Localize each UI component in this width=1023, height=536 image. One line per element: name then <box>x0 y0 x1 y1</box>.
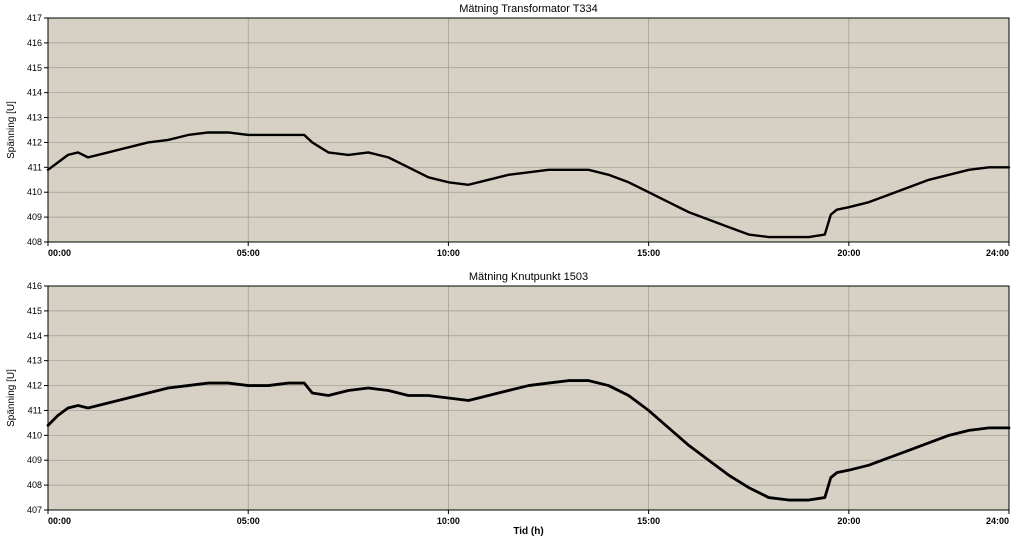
chart-panel-bottom: 407 408 409 410 411 412 413 414 415 416 00:00 05:00… <box>0 268 1023 536</box>
ytick-label: 409 <box>27 212 42 222</box>
xtick-label: 00:00 <box>48 248 71 258</box>
x-axis-label: Tid (h) <box>513 526 543 536</box>
ytick-label: 414 <box>27 331 42 341</box>
ytick-label: 412 <box>27 381 42 391</box>
ytick-label: 411 <box>28 162 42 172</box>
ytick-label: 408 <box>27 237 42 247</box>
chart-panel-top: 408 409 410 411 412 413 414 415 416 417 00:00 05:00… <box>0 0 1023 268</box>
xtick-label: 00:00 <box>48 516 71 526</box>
chart-title: Mätning Knutpunkt 1503 <box>469 271 588 283</box>
chart-svg-bottom: 407 408 409 410 411 412 413 414 415 416 00:00 05:00… <box>0 268 1023 536</box>
xtick-label: 15:00 <box>637 516 660 526</box>
plot-area <box>48 18 1009 242</box>
ytick-label: 415 <box>27 63 42 73</box>
xtick-label: 10:00 <box>437 248 460 258</box>
ytick-label: 408 <box>27 480 42 490</box>
xtick-label: 05:00 <box>237 248 260 258</box>
ytick-label: 407 <box>27 505 42 515</box>
ytick-label: 409 <box>27 455 42 465</box>
ytick-label: 417 <box>27 13 42 23</box>
chart-svg-top: 408 409 410 411 412 413 414 415 416 417 00:00 05:00… <box>0 0 1023 268</box>
y-axis-label: Spänning [U] <box>6 369 17 427</box>
chart-stack: 408 409 410 411 412 413 414 415 416 417 00:00 05:00… <box>0 0 1023 536</box>
ytick-label: 413 <box>27 113 42 123</box>
xtick-label: 15:00 <box>637 248 660 258</box>
xtick-label: 24:00 <box>986 516 1009 526</box>
ytick-label: 413 <box>27 356 42 366</box>
plot-area <box>48 286 1009 510</box>
xtick-label: 05:00 <box>237 516 260 526</box>
ytick-label: 410 <box>27 187 42 197</box>
ytick-label: 412 <box>27 137 42 147</box>
ytick-label: 410 <box>27 430 42 440</box>
ytick-label: 411 <box>28 405 42 415</box>
ytick-label: 414 <box>27 88 42 98</box>
ytick-label: 416 <box>27 281 42 291</box>
xtick-label: 20:00 <box>837 516 860 526</box>
ytick-label: 415 <box>27 306 42 316</box>
xtick-label: 24:00 <box>986 248 1009 258</box>
ytick-label: 416 <box>27 38 42 48</box>
xtick-label: 10:00 <box>437 516 460 526</box>
y-axis-label: Spänning [U] <box>6 101 17 159</box>
xtick-label: 20:00 <box>837 248 860 258</box>
chart-title: Mätning Transformator T334 <box>459 3 598 15</box>
